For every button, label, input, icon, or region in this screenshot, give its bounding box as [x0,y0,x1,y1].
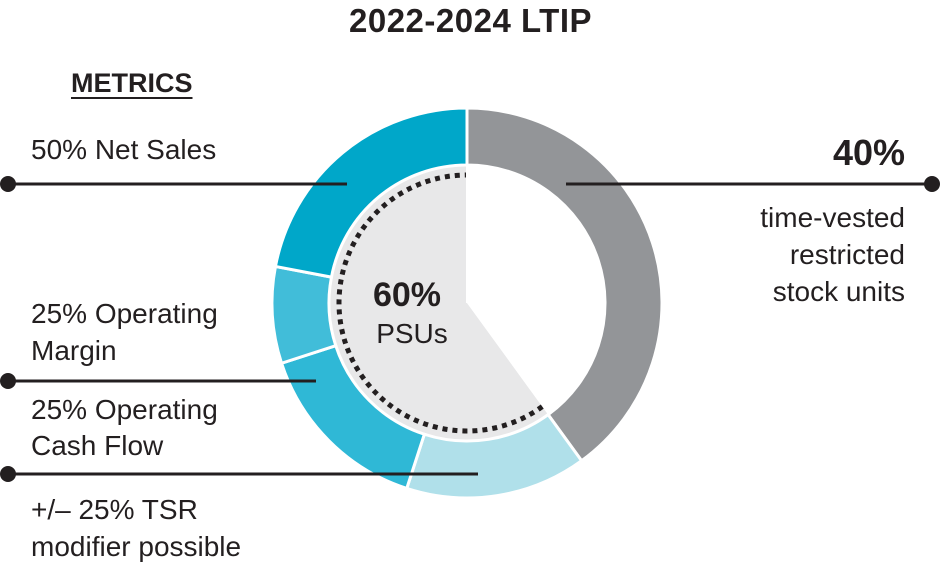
label-tsr-line1: +/– 25% TSR [31,494,198,525]
center-label: PSUs [376,318,448,349]
label-operating-cash-line2: Cash Flow [31,430,164,461]
leader-net-sales-dot [0,176,16,192]
ring-segment-net-sales [273,106,469,279]
right-label-line2: restricted [789,239,905,270]
right-label-line1: time-vested [760,202,905,233]
ring-segment-operating-margin [270,264,338,366]
inner-slice-psus [329,165,549,441]
label-net-sales: 50% Net Sales [31,134,217,165]
metrics-heading: METRICS [71,68,193,98]
center-percent: 60% [372,276,442,314]
label-operating-margin-line1: 25% Operating [31,298,218,329]
psu-dotted-boundary [336,172,544,434]
right-percent: 40% [832,132,905,173]
label-operating-margin-line2: Margin [31,335,117,366]
leader-rsu-dot [924,176,940,192]
leader-operating-dot [0,373,16,389]
label-operating-cash-line1: 25% Operating [31,394,218,425]
ring-segment-time-vested-restricted-stock-units [465,106,664,463]
leader-tsr-dot [0,466,16,482]
label-tsr-line2: modifier possible [31,531,242,562]
inner-slice-time-vested-restricted-stock-units [467,165,605,415]
chart-title: 2022-2024 LTIP [348,2,593,39]
right-label-line3: stock units [772,276,905,307]
